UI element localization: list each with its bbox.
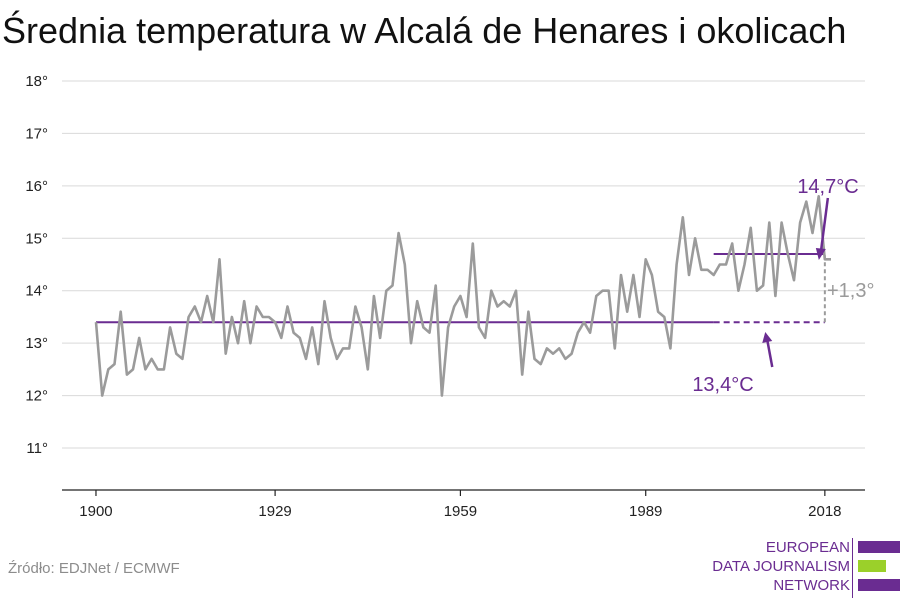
y-tick-label: 17°: [25, 125, 48, 142]
reference-lines: [95, 253, 826, 324]
x-tick-label: 1989: [629, 503, 662, 520]
source-note: Źródło: EDJNet / ECMWF: [8, 560, 180, 577]
x-tick-label: 1959: [444, 503, 477, 520]
x-tick-label: 2018: [808, 503, 841, 520]
y-tick-label: 18°: [25, 73, 48, 90]
y-axis-ticks: 11° 12° 13° 14° 15° 16° 17° 18°: [25, 73, 48, 457]
logo-bar-middle: [858, 560, 886, 572]
annotation-recent-average: 14,7°C: [797, 176, 858, 198]
y-tick-label: 11°: [26, 440, 48, 457]
logo-bar-top: [858, 541, 900, 553]
arrow-head-baseline-average: [762, 332, 773, 343]
logo-text: EUROPEAN DATA JOURNALISM NETWORK: [712, 538, 850, 595]
logo-line-1: EUROPEAN: [765, 539, 850, 556]
logo-line-3: NETWORK: [773, 577, 850, 594]
edjnet-logo: EUROPEAN DATA JOURNALISM NETWORK: [712, 538, 900, 598]
annotation-difference: +1,3°: [827, 280, 874, 302]
arrow-recent-average: [819, 197, 830, 253]
annotations: 14,7°C 13,4°C +1,3°: [692, 176, 874, 396]
y-tick-label: 14°: [25, 283, 48, 300]
logo-bar-bottom: [858, 579, 900, 591]
arrow-head-recent-average: [815, 248, 826, 260]
y-tick-label: 12°: [25, 388, 48, 405]
y-tick-label: 16°: [25, 178, 48, 195]
logo-divider: [852, 538, 853, 598]
grid-lines: [62, 80, 865, 449]
x-axis-ticks: 1900 1929 1959 1989 2018: [79, 490, 842, 520]
logo-line-2: DATA JOURNALISM: [712, 558, 850, 575]
temperature-series-line: [94, 195, 831, 397]
arrow-baseline-average: [766, 339, 774, 368]
x-tick-label: 1900: [79, 503, 112, 520]
chart-title: Średnia temperatura w Alcalá de Henares …: [2, 10, 847, 51]
y-tick-label: 13°: [25, 335, 48, 352]
annotation-baseline-average: 13,4°C: [692, 374, 753, 396]
y-tick-label: 15°: [25, 230, 48, 247]
x-tick-label: 1929: [258, 503, 291, 520]
